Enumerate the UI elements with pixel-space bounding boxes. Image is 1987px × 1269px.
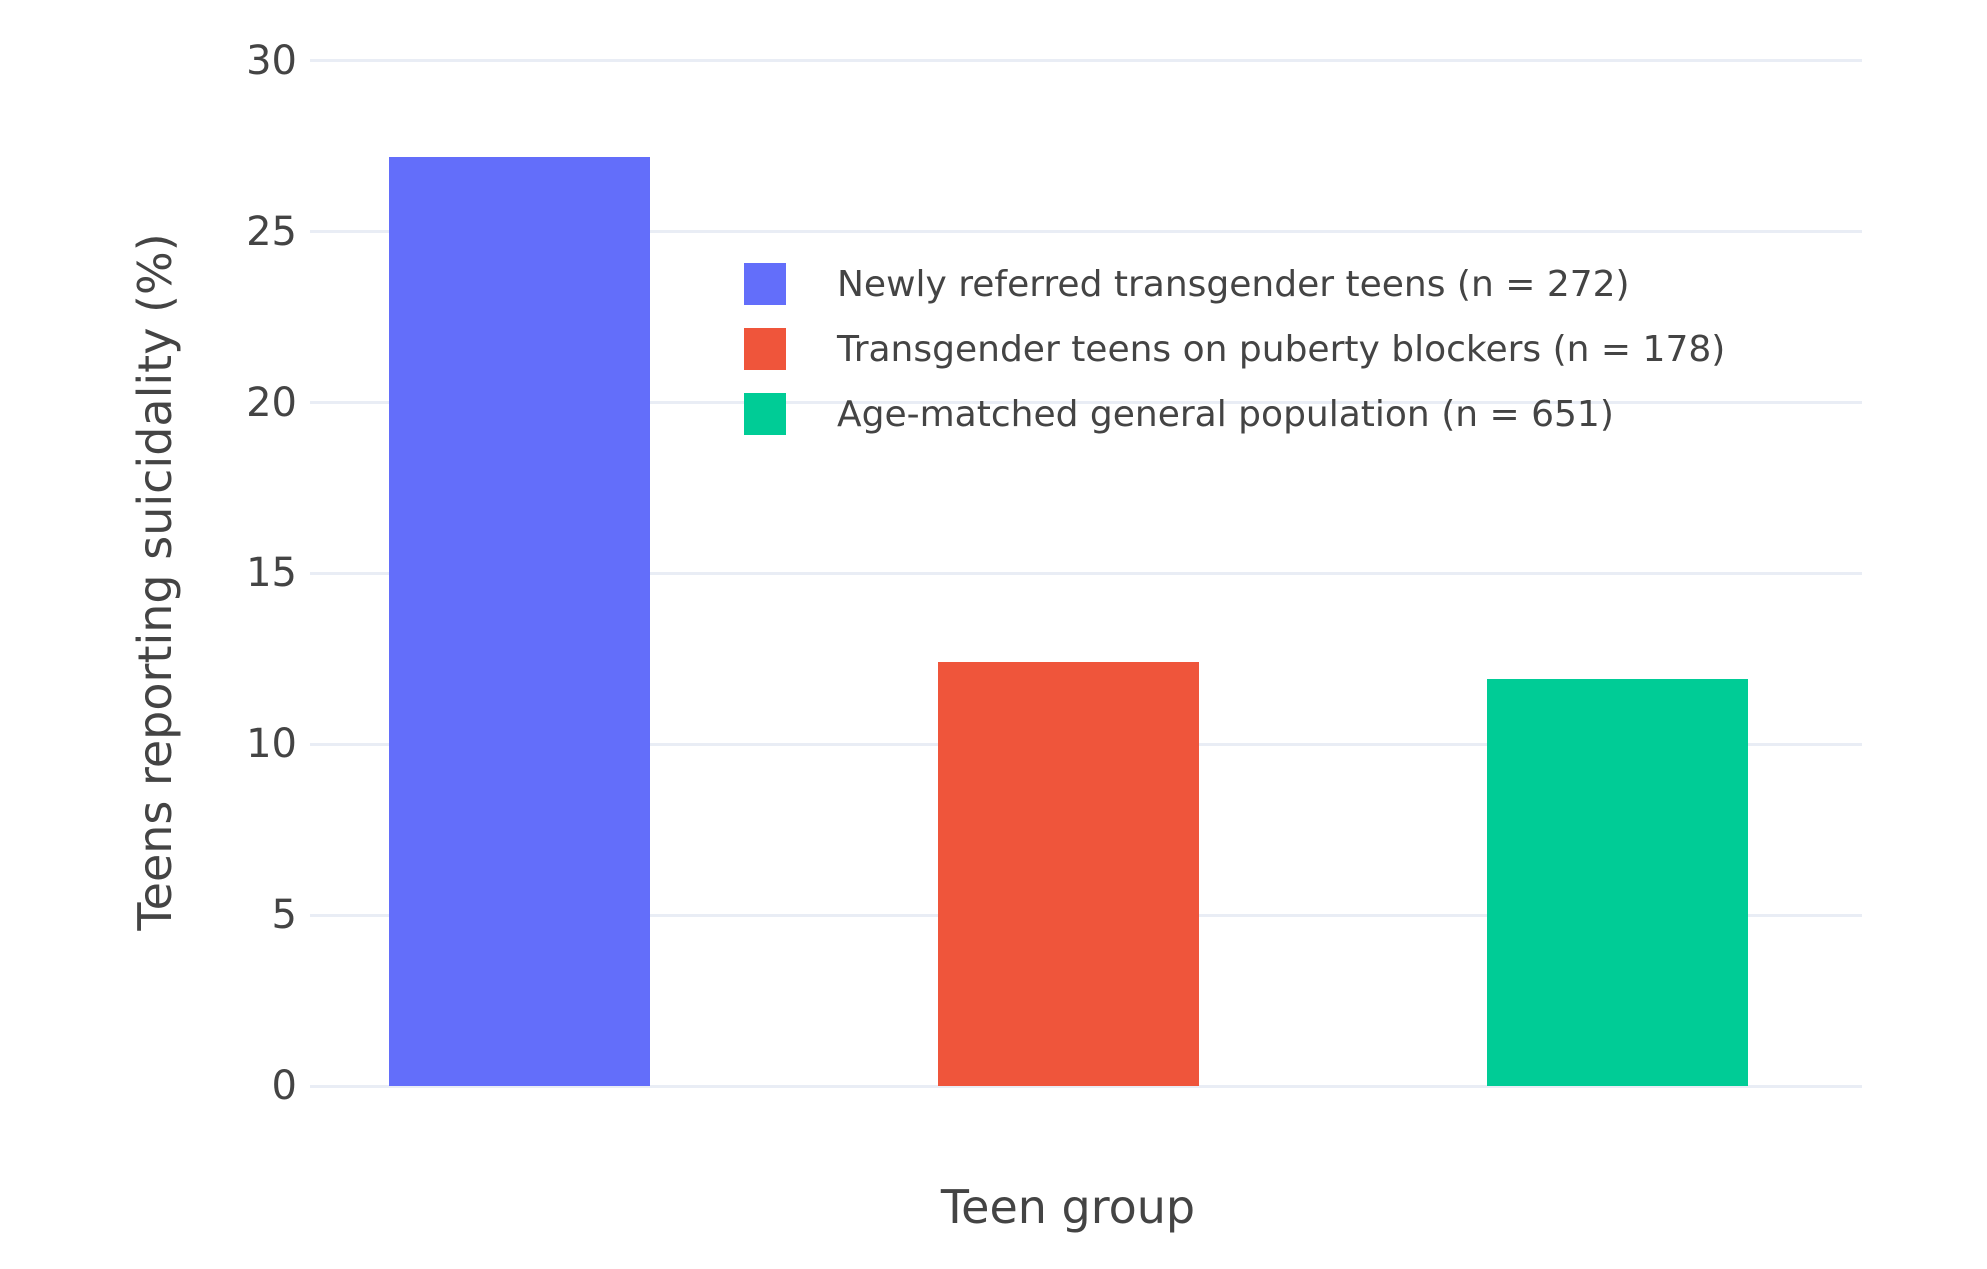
legend-swatch-1	[744, 328, 786, 370]
y-tick-label-5: 5	[271, 892, 297, 939]
bar-1[interactable]	[937, 662, 1199, 1086]
bar-2[interactable]	[1486, 679, 1748, 1086]
legend-item-1[interactable]: Transgender teens on puberty blockers (n…	[744, 328, 1725, 370]
y-tick-label-30: 30	[246, 37, 297, 84]
gridline-y-15	[310, 571, 1862, 575]
gridline-y-0	[310, 1084, 1862, 1088]
legend-swatch-0	[744, 263, 786, 305]
legend-label-2: Age-matched general population (n = 651)	[837, 393, 1614, 435]
legend-item-0[interactable]: Newly referred transgender teens (n = 27…	[744, 263, 1630, 305]
gridline-y-25	[310, 230, 1862, 234]
legend-swatch-2	[744, 393, 786, 435]
y-tick-label-0: 0	[271, 1063, 297, 1109]
gridline-y-30	[310, 59, 1862, 63]
legend-item-2[interactable]: Age-matched general population (n = 651)	[744, 393, 1614, 435]
gridline-y-20	[310, 401, 1862, 405]
bar-0[interactable]	[388, 156, 650, 1086]
legend-label-1: Transgender teens on puberty blockers (n…	[837, 328, 1726, 370]
x-axis-title: Teen group	[940, 1180, 1196, 1234]
y-tick-label-20: 20	[246, 379, 297, 426]
y-tick-label-25: 25	[246, 208, 297, 255]
y-tick-label-10: 10	[246, 721, 297, 768]
y-tick-label-15: 15	[246, 550, 297, 597]
legend-label-0: Newly referred transgender teens (n = 27…	[837, 263, 1630, 305]
